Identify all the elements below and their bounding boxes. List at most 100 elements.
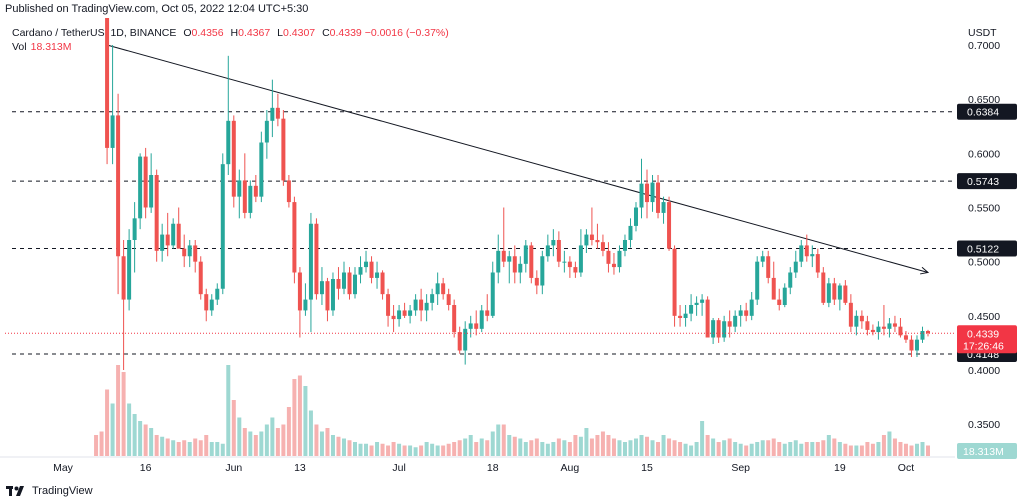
- candle[interactable]: [859, 310, 864, 329]
- candle[interactable]: [926, 329, 930, 337]
- candle[interactable]: [777, 288, 782, 311]
- candle[interactable]: [187, 240, 192, 268]
- candle[interactable]: [143, 147, 148, 219]
- candle[interactable]: [165, 212, 170, 257]
- candle[interactable]: [683, 305, 688, 327]
- candle[interactable]: [633, 202, 638, 232]
- candle[interactable]: [253, 175, 258, 203]
- candle[interactable]: [606, 242, 611, 273]
- candle[interactable]: [788, 267, 793, 295]
- candle[interactable]: [496, 234, 501, 284]
- candle[interactable]: [821, 267, 826, 305]
- candle[interactable]: [733, 310, 738, 333]
- candle[interactable]: [562, 250, 567, 273]
- candle[interactable]: [810, 245, 815, 268]
- candle[interactable]: [782, 283, 787, 308]
- candle[interactable]: [100, 0, 104, 13]
- candle[interactable]: [914, 335, 919, 357]
- candle[interactable]: [490, 261, 495, 318]
- candle[interactable]: [771, 261, 776, 300]
- candle[interactable]: [600, 234, 605, 257]
- candle[interactable]: [176, 207, 181, 249]
- candle[interactable]: [556, 231, 561, 268]
- footer-brand[interactable]: TradingView: [32, 485, 93, 497]
- candle[interactable]: [656, 175, 661, 219]
- candle[interactable]: [584, 229, 589, 253]
- candle[interactable]: [766, 250, 771, 284]
- candle[interactable]: [204, 288, 209, 322]
- candle[interactable]: [920, 326, 925, 343]
- candle[interactable]: [909, 335, 914, 357]
- candle[interactable]: [424, 294, 429, 322]
- candle[interactable]: [738, 305, 743, 327]
- candle[interactable]: [760, 250, 765, 268]
- candle[interactable]: [397, 305, 402, 327]
- candle[interactable]: [672, 245, 677, 327]
- candle[interactable]: [716, 318, 721, 343]
- candle[interactable]: [286, 175, 291, 208]
- candle[interactable]: [116, 93, 121, 295]
- candle[interactable]: [303, 283, 308, 316]
- candle[interactable]: [667, 196, 672, 251]
- candle[interactable]: [650, 175, 655, 212]
- candle[interactable]: [749, 292, 754, 321]
- candle[interactable]: [485, 294, 490, 322]
- candle[interactable]: [319, 267, 324, 305]
- candle[interactable]: [341, 261, 346, 295]
- candle[interactable]: [242, 153, 247, 219]
- candle[interactable]: [446, 288, 451, 311]
- candle[interactable]: [193, 240, 198, 273]
- candle[interactable]: [171, 218, 176, 249]
- candle[interactable]: [237, 169, 242, 219]
- candle[interactable]: [325, 277, 330, 322]
- candle[interactable]: [573, 261, 578, 278]
- candle[interactable]: [755, 256, 760, 305]
- candle[interactable]: [595, 223, 600, 249]
- candle[interactable]: [887, 318, 892, 338]
- candle[interactable]: [518, 256, 523, 284]
- candle[interactable]: [353, 267, 358, 299]
- candle[interactable]: [259, 131, 264, 203]
- candle[interactable]: [369, 256, 374, 284]
- candle[interactable]: [617, 245, 622, 273]
- candle[interactable]: [567, 256, 572, 278]
- candle[interactable]: [529, 242, 534, 284]
- candle[interactable]: [358, 256, 363, 284]
- candle[interactable]: [507, 250, 512, 284]
- candle[interactable]: [364, 250, 369, 273]
- candle[interactable]: [413, 294, 418, 316]
- candle[interactable]: [435, 272, 440, 306]
- candle[interactable]: [722, 315, 727, 342]
- candle[interactable]: [209, 294, 214, 316]
- candle[interactable]: [121, 240, 126, 370]
- candle[interactable]: [391, 305, 396, 333]
- candle[interactable]: [105, 0, 110, 165]
- candle[interactable]: [534, 270, 539, 295]
- candle[interactable]: [275, 93, 280, 127]
- candle[interactable]: [375, 261, 380, 289]
- candle[interactable]: [226, 55, 231, 175]
- candle[interactable]: [876, 321, 881, 340]
- candle[interactable]: [182, 234, 187, 268]
- candle[interactable]: [215, 283, 220, 305]
- candle[interactable]: [711, 318, 716, 344]
- candle[interactable]: [138, 153, 143, 230]
- candle[interactable]: [430, 288, 435, 311]
- candle[interactable]: [578, 229, 583, 277]
- candle[interactable]: [314, 218, 319, 300]
- candle[interactable]: [248, 180, 253, 219]
- candle[interactable]: [705, 296, 710, 338]
- candle[interactable]: [336, 267, 341, 300]
- candle[interactable]: [380, 270, 385, 300]
- candle[interactable]: [160, 223, 165, 262]
- candle[interactable]: [854, 310, 859, 336]
- candle[interactable]: [308, 212, 313, 333]
- candle[interactable]: [804, 234, 809, 262]
- candle[interactable]: [622, 234, 627, 257]
- candle[interactable]: [419, 288, 424, 322]
- candle[interactable]: [611, 253, 616, 275]
- candle[interactable]: [127, 229, 132, 311]
- candle[interactable]: [678, 305, 683, 327]
- candle[interactable]: [479, 305, 484, 333]
